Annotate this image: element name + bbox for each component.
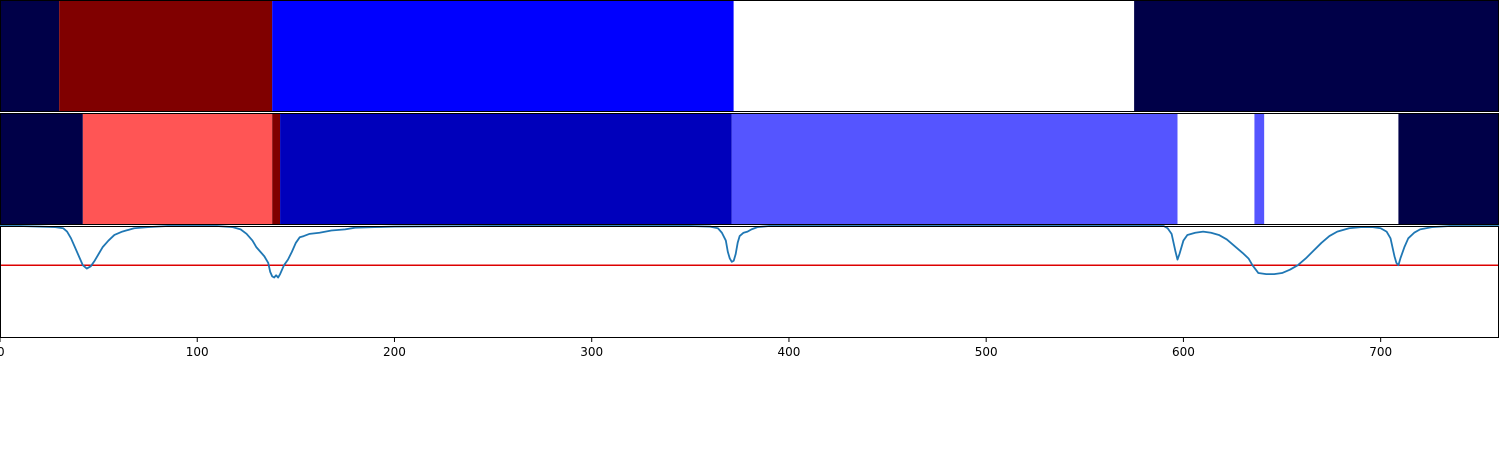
x-tick-label: 500 — [975, 345, 998, 359]
tracks-layer — [0, 0, 1499, 338]
x-tick-label: 400 — [777, 345, 800, 359]
x-tick-label: 600 — [1172, 345, 1195, 359]
track-3-frame — [0, 226, 1499, 338]
track-1-segment-1 — [0, 0, 60, 112]
x-tick-label: 0 — [0, 345, 5, 359]
track-2 — [0, 113, 1499, 225]
x-tick-label: 200 — [383, 345, 406, 359]
track-2-segment-9 — [1398, 113, 1499, 225]
track-2-segment-6 — [1177, 113, 1255, 225]
track-2-segment-1 — [0, 113, 83, 225]
track-1-frame — [0, 0, 1499, 112]
track-3 — [0, 225, 1499, 338]
x-tick-label: 700 — [1369, 345, 1392, 359]
track-2-frame — [0, 113, 1499, 225]
track-1-segment-2 — [59, 0, 273, 112]
track-2-segment-2 — [82, 113, 273, 225]
track-2-segment-3 — [272, 113, 281, 225]
x-tick-label: 300 — [580, 345, 603, 359]
signal-line — [0, 225, 1499, 279]
x-tick-label: 100 — [186, 345, 209, 359]
x-axis: 0 100 200 300 400 500 600 700 — [0, 338, 1392, 359]
track-2-segment-8 — [1264, 113, 1399, 225]
track-2-segment-4 — [280, 113, 732, 225]
track-1-segment-3 — [272, 0, 734, 112]
track-2-segment-7 — [1254, 113, 1265, 225]
track-2-segment-5 — [731, 113, 1178, 225]
track-1-segment-4 — [733, 0, 1135, 112]
track-1 — [0, 0, 1499, 112]
track-1-segment-5 — [1134, 0, 1499, 112]
